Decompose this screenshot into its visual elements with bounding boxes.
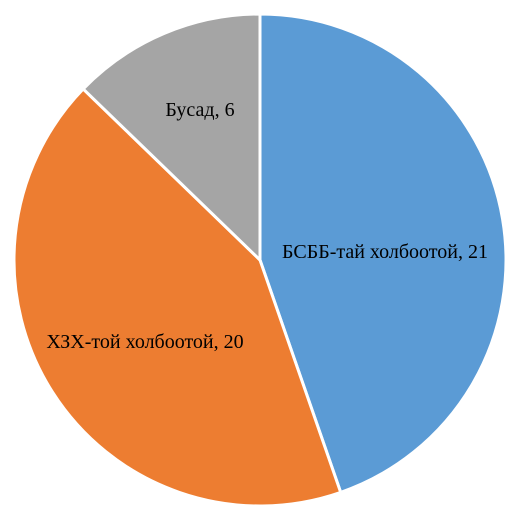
- data-label: БСББ-тай холбоотой, 21: [282, 241, 488, 263]
- data-label: ХЗХ-той холбоотой, 20: [46, 331, 244, 353]
- data-label: Бусад, 6: [165, 99, 235, 121]
- pie-slice: [12, 87, 343, 508]
- pie-slice: [258, 12, 508, 494]
- pie-slice: [81, 12, 262, 262]
